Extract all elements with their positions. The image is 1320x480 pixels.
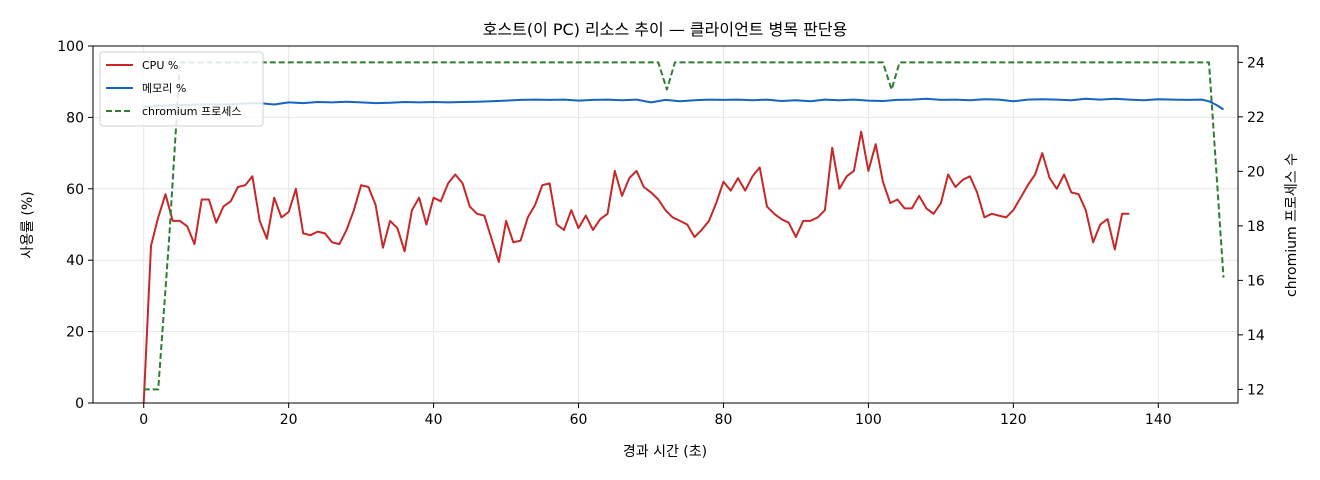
x-tick-label: 80 [715, 412, 733, 428]
legend: CPU % 메모리 % chromium 프로세스 [99, 51, 264, 127]
y2-tick-label: 20 [1247, 164, 1265, 180]
y2-tick-label: 12 [1247, 382, 1265, 398]
y2-axis-title: chromium 프로세스 수 [1284, 153, 1300, 297]
chart-title: 호스트(이 PC) 리소스 추이 — 클라이언트 병목 판단용 [483, 20, 848, 39]
y2-tick-label: 14 [1247, 328, 1265, 344]
series-layer [142, 61, 1225, 404]
series-line-1 [143, 97, 1225, 111]
y2-tick-label: 16 [1247, 273, 1265, 289]
legend-box [99, 51, 264, 127]
x-axis: 0 20 40 60 80 100 120 140 [139, 403, 1172, 428]
y-tick-label: 80 [66, 110, 84, 126]
y-tick-label: 40 [66, 253, 84, 269]
y2-tick-label: 18 [1247, 219, 1265, 235]
y-tick-label: 60 [66, 182, 84, 198]
x-tick-label: 100 [855, 412, 882, 428]
x-tick-label: 120 [1000, 412, 1027, 428]
y-axis-left: 0 20 40 60 80 100 [57, 39, 93, 412]
legend-label: chromium 프로세스 [142, 105, 241, 118]
y2-tick-label: 22 [1247, 110, 1265, 126]
x-axis-title: 경과 시간 (초) [623, 444, 707, 460]
series-line-0 [142, 130, 1130, 404]
series-line-2 [143, 61, 1225, 391]
x-tick-label: 60 [570, 412, 588, 428]
y2-tick-label: 24 [1247, 55, 1265, 71]
legend-label: 메모리 % [142, 82, 186, 95]
y-tick-label: 20 [66, 325, 84, 341]
y-axis-title: 사용률 (%) [20, 191, 36, 258]
y-axis-right: 12 14 16 18 20 22 24 [1238, 55, 1265, 398]
y-tick-label: 100 [57, 39, 84, 55]
plot-frame [92, 45, 1239, 404]
legend-label: CPU % [142, 59, 178, 72]
y-tick-label: 0 [75, 396, 84, 412]
x-tick-label: 140 [1145, 412, 1172, 428]
x-tick-label: 0 [139, 412, 148, 428]
x-tick-label: 40 [425, 412, 443, 428]
x-tick-label: 20 [280, 412, 298, 428]
